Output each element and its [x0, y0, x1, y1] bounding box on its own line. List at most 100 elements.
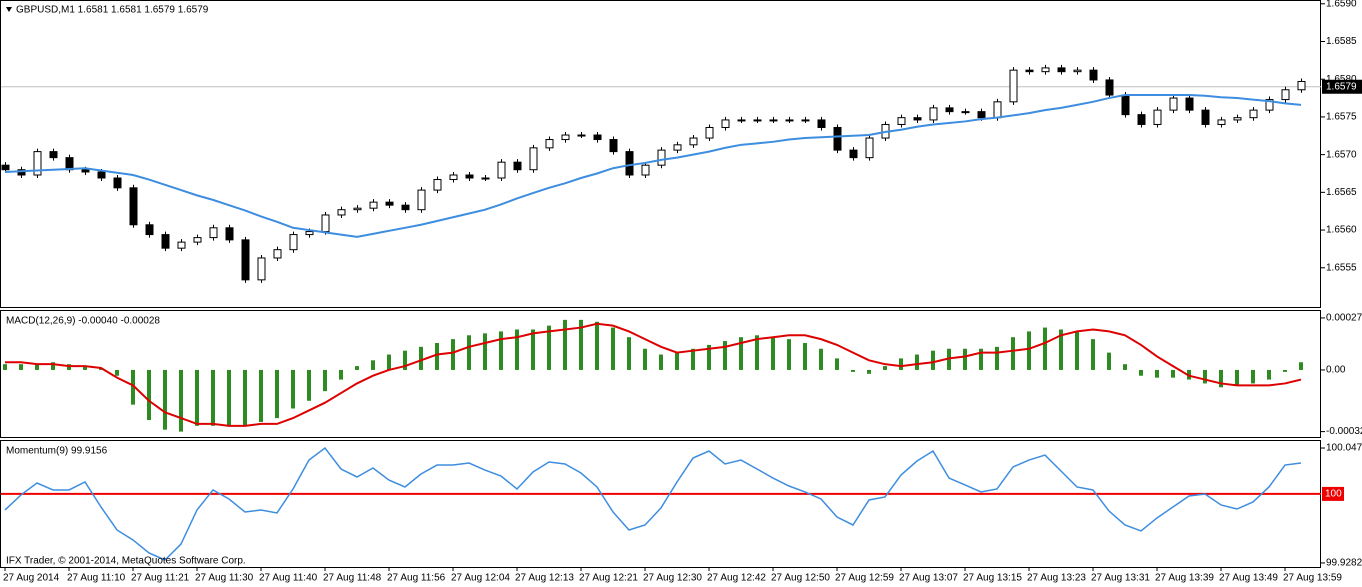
candle-body	[337, 209, 346, 216]
candle-body	[129, 187, 138, 226]
histogram-bar	[3, 364, 7, 370]
histogram-bar	[163, 369, 167, 430]
histogram-bar	[1139, 369, 1143, 376]
histogram-bar	[579, 319, 583, 370]
level-label: 100	[1325, 489, 1342, 500]
histogram-bar	[1299, 362, 1303, 370]
candle-body	[33, 151, 42, 176]
candle-body	[593, 134, 602, 141]
candle-body	[433, 179, 442, 191]
histogram-bar	[259, 369, 263, 422]
candle-body	[241, 239, 250, 281]
histogram-bar	[483, 333, 487, 370]
candle-body	[641, 164, 650, 176]
candle-body	[1265, 99, 1274, 111]
candle-body	[369, 201, 378, 209]
candle-body	[625, 151, 634, 176]
candle-body	[1105, 79, 1114, 96]
histogram-bar	[563, 319, 567, 370]
histogram-bar	[1123, 364, 1127, 370]
candle-body	[561, 134, 570, 141]
histogram-bar	[819, 348, 823, 370]
histogram-bar	[1075, 331, 1079, 370]
dropdown-icon	[6, 7, 12, 12]
candle-body	[193, 237, 202, 243]
x-tick-label: 27 Aug 11:56	[387, 573, 446, 584]
candle-body	[161, 234, 170, 249]
candle-body	[833, 126, 842, 151]
candle-body	[417, 189, 426, 211]
histogram-bar	[1283, 369, 1287, 372]
candle-body	[865, 137, 874, 159]
x-tick-label: 27 Aug 12:30	[643, 573, 702, 584]
candle-body	[545, 139, 554, 149]
candle-body	[705, 126, 714, 139]
candle-body	[737, 119, 746, 122]
histogram-bar	[355, 366, 359, 370]
y-tick-label: -0.00032	[1326, 426, 1362, 437]
candle-body	[721, 119, 730, 128]
candle-body	[961, 111, 970, 114]
y-tick-label: 1.6560	[1326, 225, 1357, 236]
candle-body	[1121, 94, 1130, 116]
x-tick-label: 27 Aug 13:31	[1091, 573, 1150, 584]
candle-body	[977, 111, 986, 119]
candle-body	[209, 227, 218, 239]
price-label: 1.6579	[1326, 81, 1357, 92]
histogram-bar	[403, 350, 407, 370]
histogram-bar	[1107, 352, 1111, 370]
candle-body	[305, 231, 314, 236]
x-tick-label: 27 Aug 11:21	[131, 573, 190, 584]
y-tick-label: 0.00027	[1326, 313, 1362, 324]
x-tick-label: 27 Aug 13:39	[1155, 573, 1214, 584]
candle-body	[1297, 80, 1306, 91]
candle-body	[769, 119, 778, 122]
momentum-line	[4, 446, 1302, 561]
y-tick-label: 1.6555	[1326, 262, 1357, 273]
candle-body	[1025, 69, 1034, 73]
candle-body	[657, 149, 666, 166]
histogram-bar	[499, 331, 503, 370]
candle-body	[97, 171, 106, 179]
histogram-bar	[307, 369, 311, 401]
x-tick-label: 27 Aug 11:10	[67, 573, 126, 584]
price-label-box	[1322, 79, 1362, 94]
y-tick-label: 1.6575	[1326, 112, 1357, 123]
candle-body	[1057, 67, 1066, 73]
histogram-bar	[195, 369, 199, 426]
histogram-bar	[835, 358, 839, 370]
histogram-bar	[915, 354, 919, 370]
histogram-bar	[1251, 369, 1255, 384]
histogram-bar	[467, 335, 471, 370]
y-tick-label: 1.6585	[1326, 36, 1357, 47]
x-tick-label: 27 Aug 13:15	[963, 573, 1022, 584]
histogram-bar	[211, 369, 215, 426]
level-label-box	[1322, 486, 1344, 501]
x-tick-label: 27 Aug 13:23	[1027, 573, 1086, 584]
candle-body	[1, 164, 10, 171]
histogram-bar	[1267, 369, 1271, 380]
candle-body	[289, 234, 298, 251]
panel-title: MACD(12,26,9) -0.00040 -0.00028	[6, 316, 160, 327]
candle-body	[353, 207, 362, 211]
candle-body	[945, 107, 954, 113]
candle-body	[1217, 119, 1226, 125]
histogram-bar	[291, 369, 295, 409]
x-tick-label: 27 Aug 12:42	[707, 573, 766, 584]
candle-body	[785, 119, 794, 122]
candle-body	[1201, 109, 1210, 125]
candle-body	[1169, 97, 1178, 111]
macd-panel	[0, 310, 1321, 438]
histogram-bar	[851, 369, 855, 372]
candle-body	[577, 134, 586, 137]
histogram-bar	[227, 369, 231, 426]
candle-body	[849, 149, 858, 159]
candle-body	[49, 151, 58, 159]
y-tick-label: 1.6565	[1326, 187, 1357, 198]
histogram-bar	[531, 329, 535, 370]
histogram-bar	[419, 346, 423, 370]
histogram-bar	[723, 341, 727, 370]
x-tick-label: 27 Aug 11:30	[195, 573, 254, 584]
candle-body	[385, 201, 394, 206]
y-tick-label: 1.6590	[1326, 0, 1357, 9]
